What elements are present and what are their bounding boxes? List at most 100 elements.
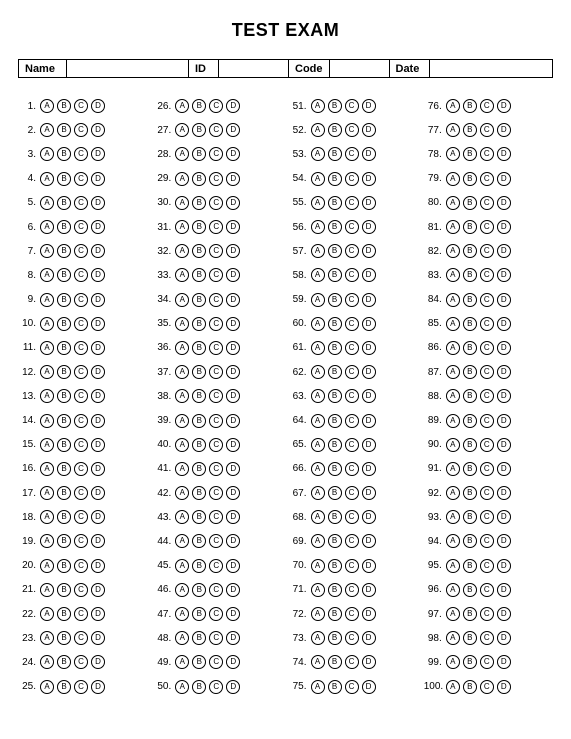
bubble-b[interactable]: B bbox=[57, 534, 71, 548]
bubble-b[interactable]: B bbox=[57, 147, 71, 161]
bubble-d[interactable]: D bbox=[91, 414, 105, 428]
bubble-b[interactable]: B bbox=[463, 534, 477, 548]
bubble-b[interactable]: B bbox=[463, 414, 477, 428]
bubble-d[interactable]: D bbox=[497, 99, 511, 113]
bubble-a[interactable]: A bbox=[311, 99, 325, 113]
bubble-c[interactable]: C bbox=[480, 534, 494, 548]
bubble-b[interactable]: B bbox=[192, 534, 206, 548]
bubble-a[interactable]: A bbox=[446, 462, 460, 476]
bubble-a[interactable]: A bbox=[446, 510, 460, 524]
bubble-d[interactable]: D bbox=[226, 655, 240, 669]
bubble-c[interactable]: C bbox=[74, 583, 88, 597]
bubble-c[interactable]: C bbox=[480, 631, 494, 645]
bubble-c[interactable]: C bbox=[209, 172, 223, 186]
bubble-a[interactable]: A bbox=[446, 172, 460, 186]
bubble-a[interactable]: A bbox=[446, 680, 460, 694]
bubble-c[interactable]: C bbox=[209, 268, 223, 282]
bubble-c[interactable]: C bbox=[480, 341, 494, 355]
bubble-d[interactable]: D bbox=[497, 680, 511, 694]
bubble-c[interactable]: C bbox=[345, 341, 359, 355]
bubble-c[interactable]: C bbox=[74, 389, 88, 403]
bubble-a[interactable]: A bbox=[311, 414, 325, 428]
bubble-c[interactable]: C bbox=[74, 607, 88, 621]
bubble-d[interactable]: D bbox=[362, 389, 376, 403]
bubble-b[interactable]: B bbox=[192, 462, 206, 476]
bubble-c[interactable]: C bbox=[74, 414, 88, 428]
bubble-a[interactable]: A bbox=[446, 99, 460, 113]
bubble-d[interactable]: D bbox=[91, 293, 105, 307]
bubble-b[interactable]: B bbox=[192, 389, 206, 403]
bubble-a[interactable]: A bbox=[175, 341, 189, 355]
bubble-a[interactable]: A bbox=[40, 293, 54, 307]
bubble-c[interactable]: C bbox=[345, 559, 359, 573]
bubble-c[interactable]: C bbox=[345, 655, 359, 669]
bubble-b[interactable]: B bbox=[463, 486, 477, 500]
bubble-c[interactable]: C bbox=[345, 462, 359, 476]
bubble-b[interactable]: B bbox=[463, 583, 477, 597]
bubble-d[interactable]: D bbox=[91, 631, 105, 645]
bubble-d[interactable]: D bbox=[91, 196, 105, 210]
bubble-a[interactable]: A bbox=[446, 607, 460, 621]
bubble-a[interactable]: A bbox=[446, 268, 460, 282]
bubble-a[interactable]: A bbox=[175, 486, 189, 500]
bubble-d[interactable]: D bbox=[226, 680, 240, 694]
bubble-b[interactable]: B bbox=[463, 123, 477, 137]
bubble-b[interactable]: B bbox=[328, 680, 342, 694]
bubble-d[interactable]: D bbox=[362, 559, 376, 573]
bubble-d[interactable]: D bbox=[497, 172, 511, 186]
bubble-a[interactable]: A bbox=[175, 293, 189, 307]
bubble-c[interactable]: C bbox=[209, 99, 223, 113]
bubble-a[interactable]: A bbox=[446, 534, 460, 548]
bubble-b[interactable]: B bbox=[57, 438, 71, 452]
bubble-b[interactable]: B bbox=[463, 559, 477, 573]
bubble-b[interactable]: B bbox=[463, 365, 477, 379]
bubble-c[interactable]: C bbox=[345, 534, 359, 548]
bubble-c[interactable]: C bbox=[480, 583, 494, 597]
bubble-c[interactable]: C bbox=[480, 438, 494, 452]
bubble-d[interactable]: D bbox=[362, 583, 376, 597]
bubble-d[interactable]: D bbox=[91, 317, 105, 331]
bubble-c[interactable]: C bbox=[345, 389, 359, 403]
bubble-d[interactable]: D bbox=[91, 559, 105, 573]
bubble-d[interactable]: D bbox=[497, 631, 511, 645]
bubble-d[interactable]: D bbox=[91, 607, 105, 621]
bubble-d[interactable]: D bbox=[91, 147, 105, 161]
bubble-d[interactable]: D bbox=[497, 196, 511, 210]
bubble-c[interactable]: C bbox=[209, 510, 223, 524]
bubble-a[interactable]: A bbox=[175, 123, 189, 137]
bubble-d[interactable]: D bbox=[226, 365, 240, 379]
bubble-d[interactable]: D bbox=[226, 317, 240, 331]
bubble-b[interactable]: B bbox=[192, 268, 206, 282]
bubble-c[interactable]: C bbox=[480, 220, 494, 234]
bubble-a[interactable]: A bbox=[311, 365, 325, 379]
bubble-a[interactable]: A bbox=[311, 389, 325, 403]
bubble-d[interactable]: D bbox=[226, 99, 240, 113]
bubble-b[interactable]: B bbox=[328, 293, 342, 307]
bubble-b[interactable]: B bbox=[57, 99, 71, 113]
bubble-a[interactable]: A bbox=[311, 655, 325, 669]
bubble-c[interactable]: C bbox=[74, 655, 88, 669]
bubble-a[interactable]: A bbox=[175, 607, 189, 621]
bubble-d[interactable]: D bbox=[497, 317, 511, 331]
bubble-b[interactable]: B bbox=[328, 172, 342, 186]
bubble-c[interactable]: C bbox=[480, 510, 494, 524]
bubble-a[interactable]: A bbox=[446, 196, 460, 210]
bubble-b[interactable]: B bbox=[192, 414, 206, 428]
bubble-a[interactable]: A bbox=[175, 462, 189, 476]
bubble-b[interactable]: B bbox=[57, 559, 71, 573]
bubble-a[interactable]: A bbox=[40, 341, 54, 355]
bubble-a[interactable]: A bbox=[446, 389, 460, 403]
bubble-a[interactable]: A bbox=[175, 680, 189, 694]
bubble-d[interactable]: D bbox=[226, 220, 240, 234]
bubble-b[interactable]: B bbox=[328, 268, 342, 282]
bubble-b[interactable]: B bbox=[57, 268, 71, 282]
bubble-c[interactable]: C bbox=[74, 462, 88, 476]
bubble-a[interactable]: A bbox=[40, 268, 54, 282]
bubble-b[interactable]: B bbox=[57, 341, 71, 355]
bubble-c[interactable]: C bbox=[74, 365, 88, 379]
bubble-c[interactable]: C bbox=[209, 341, 223, 355]
bubble-d[interactable]: D bbox=[91, 486, 105, 500]
bubble-d[interactable]: D bbox=[497, 293, 511, 307]
bubble-c[interactable]: C bbox=[209, 244, 223, 258]
bubble-b[interactable]: B bbox=[192, 607, 206, 621]
